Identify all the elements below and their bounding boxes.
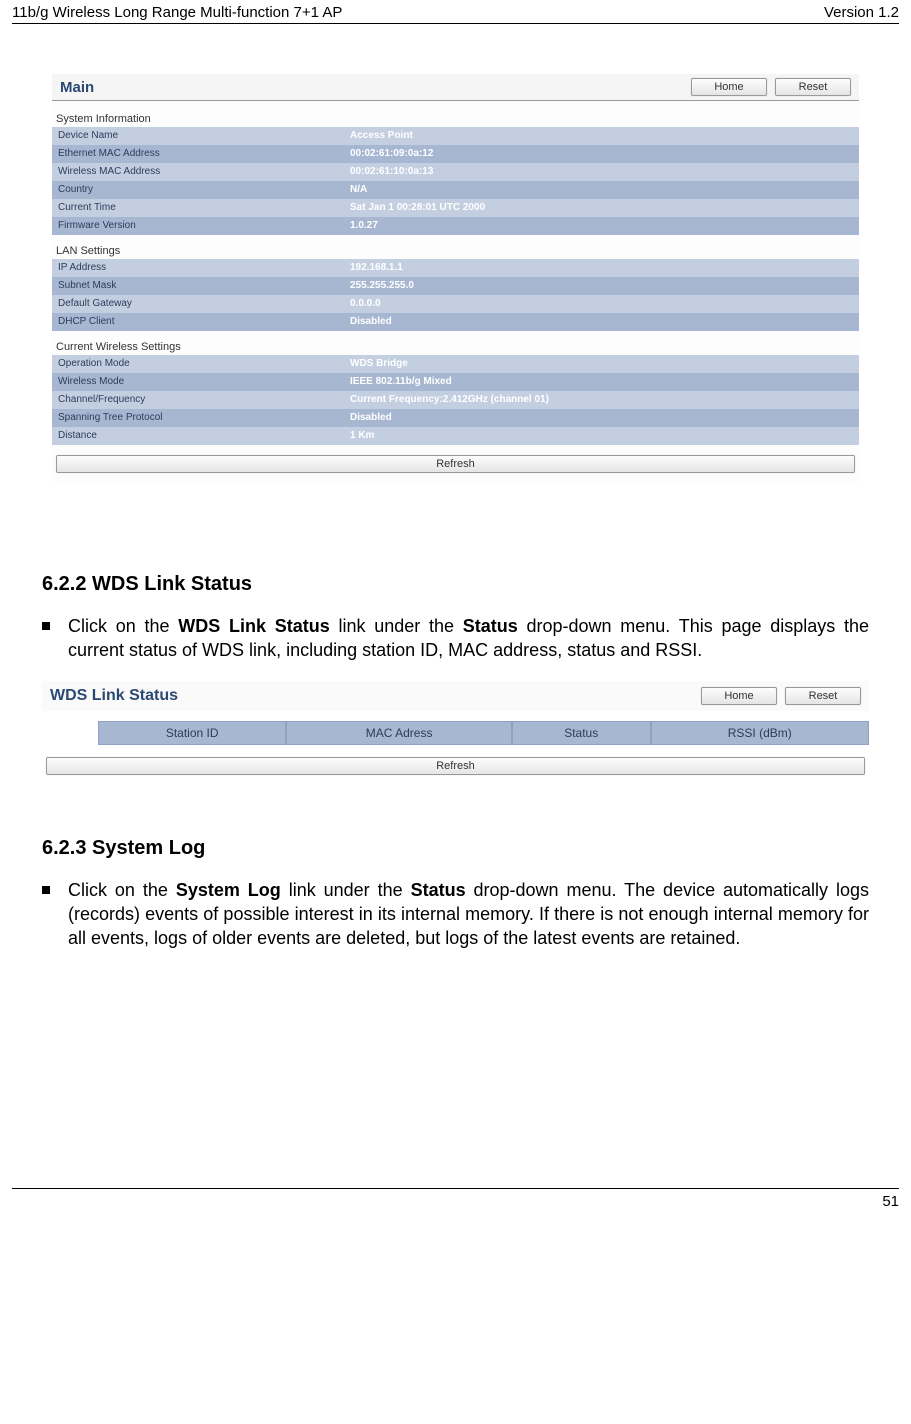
- section-heading-lan: LAN Settings: [52, 235, 859, 259]
- kv-key: Wireless Mode: [52, 373, 344, 391]
- main-panel-title: Main: [60, 79, 94, 96]
- kv-value: 1.0.27: [344, 217, 859, 235]
- section-heading-wireless: Current Wireless Settings: [52, 331, 859, 355]
- kv-value: IEEE 802.11b/g Mixed: [344, 373, 859, 391]
- table-row: Current TimeSat Jan 1 00:28:01 UTC 2000: [52, 199, 859, 217]
- wireless-settings-table: Operation ModeWDS BridgeWireless ModeIEE…: [52, 355, 859, 445]
- main-panel: Main Home Reset System Information Devic…: [52, 74, 859, 483]
- table-row: Wireless ModeIEEE 802.11b/g Mixed: [52, 373, 859, 391]
- kv-value: Disabled: [344, 409, 859, 427]
- table-row: Channel/FrequencyCurrent Frequency:2.412…: [52, 391, 859, 409]
- kv-key: DHCP Client: [52, 313, 344, 331]
- kv-key: Distance: [52, 427, 344, 445]
- kv-value: 00:02:61:09:0a:12: [344, 145, 859, 163]
- para-622: Click on the WDS Link Status link under …: [68, 614, 869, 663]
- home-button[interactable]: Home: [701, 687, 777, 705]
- table-row: Operation ModeWDS Bridge: [52, 355, 859, 373]
- table-row: Wireless MAC Address00:02:61:10:0a:13: [52, 163, 859, 181]
- kv-value: Current Frequency:2.412GHz (channel 01): [344, 391, 859, 409]
- kv-value: 0.0.0.0: [344, 295, 859, 313]
- reset-button[interactable]: Reset: [775, 78, 851, 96]
- refresh-button[interactable]: Refresh: [46, 757, 865, 775]
- table-row: CountryN/A: [52, 181, 859, 199]
- kv-key: Wireless MAC Address: [52, 163, 344, 181]
- system-info-table: Device NameAccess PointEthernet MAC Addr…: [52, 127, 859, 235]
- wds-col-status: Status: [512, 721, 651, 745]
- lan-settings-table: IP Address192.168.1.1Subnet Mask255.255.…: [52, 259, 859, 331]
- table-row: Device NameAccess Point: [52, 127, 859, 145]
- doc-title: 11b/g Wireless Long Range Multi-function…: [12, 4, 342, 21]
- table-row: Firmware Version1.0.27: [52, 217, 859, 235]
- home-button[interactable]: Home: [691, 78, 767, 96]
- kv-key: Ethernet MAC Address: [52, 145, 344, 163]
- kv-key: Device Name: [52, 127, 344, 145]
- kv-key: Subnet Mask: [52, 277, 344, 295]
- bullet-623: Click on the System Log link under the S…: [42, 878, 869, 951]
- kv-key: Country: [52, 181, 344, 199]
- kv-value: 192.168.1.1: [344, 259, 859, 277]
- table-row: IP Address192.168.1.1: [52, 259, 859, 277]
- kv-value: WDS Bridge: [344, 355, 859, 373]
- kv-key: IP Address: [52, 259, 344, 277]
- kv-value: Disabled: [344, 313, 859, 331]
- table-row: Default Gateway0.0.0.0: [52, 295, 859, 313]
- kv-key: Channel/Frequency: [52, 391, 344, 409]
- kv-key: Default Gateway: [52, 295, 344, 313]
- bullet-622: Click on the WDS Link Status link under …: [42, 614, 869, 663]
- wds-panel-title: WDS Link Status: [50, 687, 178, 705]
- table-row: Spanning Tree ProtocolDisabled: [52, 409, 859, 427]
- table-gap: [42, 721, 98, 745]
- kv-value: 255.255.255.0: [344, 277, 859, 295]
- heading-6-2-3: 6.2.3 System Log: [42, 837, 899, 860]
- kv-key: Current Time: [52, 199, 344, 217]
- table-row: Subnet Mask255.255.255.0: [52, 277, 859, 295]
- page-header: 11b/g Wireless Long Range Multi-function…: [12, 0, 899, 24]
- wds-col-mac: MAC Adress: [286, 721, 512, 745]
- kv-value: 1 Km: [344, 427, 859, 445]
- wds-col-station: Station ID: [98, 721, 286, 745]
- kv-value: Access Point: [344, 127, 859, 145]
- table-row: Ethernet MAC Address00:02:61:09:0a:12: [52, 145, 859, 163]
- wds-table: Station ID MAC Adress Status RSSI (dBm): [42, 721, 869, 745]
- main-panel-titlebar: Main Home Reset: [52, 74, 859, 101]
- kv-value: N/A: [344, 181, 859, 199]
- reset-button[interactable]: Reset: [785, 687, 861, 705]
- kv-key: Firmware Version: [52, 217, 344, 235]
- wds-panel-titlebar: WDS Link Status Home Reset: [42, 681, 869, 711]
- para-623: Click on the System Log link under the S…: [68, 878, 869, 951]
- kv-key: Operation Mode: [52, 355, 344, 373]
- page-footer: 51: [12, 1188, 899, 1214]
- bullet-marker-icon: [42, 622, 50, 630]
- doc-version: Version 1.2: [824, 4, 899, 21]
- heading-6-2-2: 6.2.2 WDS Link Status: [42, 573, 899, 596]
- section-heading-system-info: System Information: [52, 103, 859, 127]
- kv-value: Sat Jan 1 00:28:01 UTC 2000: [344, 199, 859, 217]
- bullet-marker-icon: [42, 886, 50, 894]
- kv-key: Spanning Tree Protocol: [52, 409, 344, 427]
- table-row: DHCP ClientDisabled: [52, 313, 859, 331]
- kv-value: 00:02:61:10:0a:13: [344, 163, 859, 181]
- table-row: Distance1 Km: [52, 427, 859, 445]
- wds-panel: WDS Link Status Home Reset Station ID MA…: [42, 681, 869, 787]
- refresh-button[interactable]: Refresh: [56, 455, 855, 473]
- page-number: 51: [882, 1193, 899, 1210]
- wds-col-rssi: RSSI (dBm): [651, 721, 870, 745]
